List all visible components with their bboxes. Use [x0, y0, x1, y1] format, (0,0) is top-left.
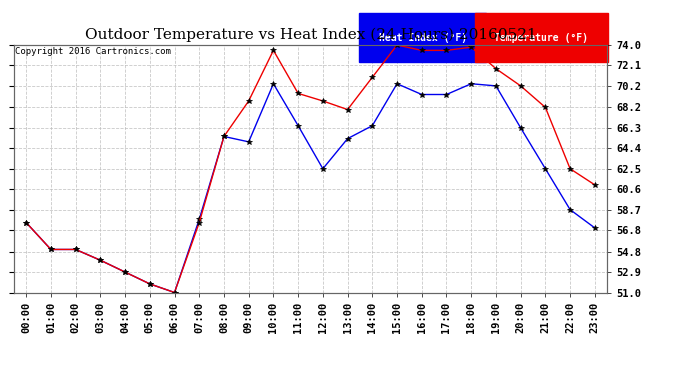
Title: Outdoor Temperature vs Heat Index (24 Hours) 20160521: Outdoor Temperature vs Heat Index (24 Ho… — [85, 28, 536, 42]
Text: Temperature (°F): Temperature (°F) — [495, 33, 589, 42]
Text: Copyright 2016 Cartronics.com: Copyright 2016 Cartronics.com — [15, 48, 171, 57]
Text: Heat Index (°F): Heat Index (°F) — [379, 33, 467, 42]
